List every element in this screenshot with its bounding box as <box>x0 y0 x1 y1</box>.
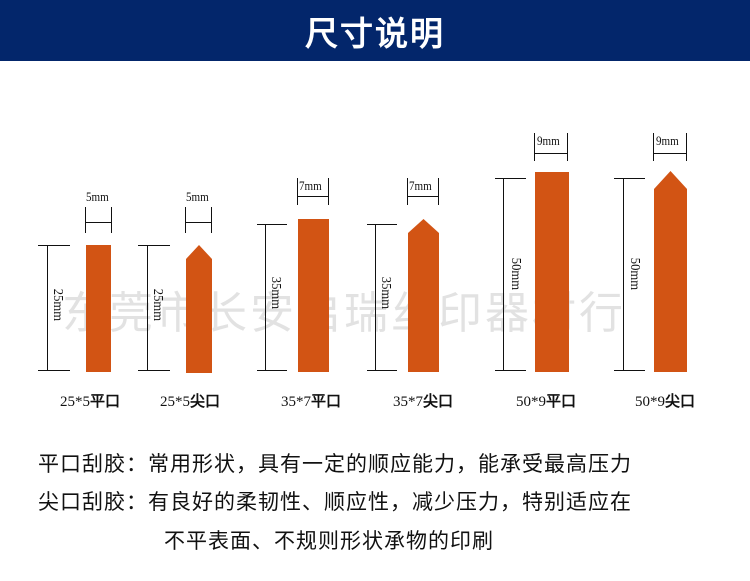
width-dimension-line <box>85 222 112 223</box>
width-dimension-left <box>85 207 86 233</box>
blade-name: 25*5平口 <box>60 390 120 411</box>
blade-type: 尖口 <box>665 392 696 410</box>
blade-type: 平口 <box>311 392 342 410</box>
blade-name: 50*9平口 <box>516 390 576 411</box>
height-label: 35mm <box>378 276 393 309</box>
height-dimension-bottom <box>138 370 170 371</box>
height-dimension-bottom <box>614 370 645 371</box>
height-dimension-line <box>265 224 266 370</box>
blade-size: 50*9 <box>516 394 546 410</box>
height-dimension-line <box>47 245 48 370</box>
description-pointed: 尖口刮胶：有良好的柔韧性、顺应性，减少压力，特别适应在 <box>38 486 632 516</box>
width-dimension-left <box>185 207 186 233</box>
blade-type: 平口 <box>90 392 121 410</box>
width-dimension-right <box>328 178 329 205</box>
height-dimension-top <box>614 178 645 179</box>
blade-name: 50*9尖口 <box>635 390 695 411</box>
height-dimension-line <box>375 224 376 370</box>
blade-size: 25*5 <box>60 394 90 410</box>
height-label: 50mm <box>627 257 642 290</box>
height-dimension-line <box>503 178 504 370</box>
height-dimension-top <box>38 245 70 246</box>
pointed-blade-shape <box>186 245 212 373</box>
height-dimension-line <box>147 245 148 370</box>
width-label: 9mm <box>537 133 560 148</box>
blade-name: 35*7平口 <box>281 390 341 411</box>
height-label: 35mm <box>268 276 283 309</box>
width-dimension-line <box>297 196 329 197</box>
pointed-blade-shape <box>654 171 687 372</box>
description-term: 平口刮胶： <box>38 452 148 476</box>
blade-name: 25*5尖口 <box>160 390 220 411</box>
blade-type: 尖口 <box>423 392 454 410</box>
width-dimension-right <box>686 133 687 161</box>
height-dimension-bottom <box>495 370 526 371</box>
blade-size: 35*7 <box>281 394 311 410</box>
height-dimension-top <box>138 245 170 246</box>
description-flat: 平口刮胶：常用形状，具有一定的顺应能力，能承受最高压力 <box>38 448 632 478</box>
description-text: 常用形状，具有一定的顺应能力，能承受最高压力 <box>148 452 632 476</box>
description-text: 有良好的柔韧性、顺应性，减少压力，特别适应在 <box>148 490 632 514</box>
blade-size: 35*7 <box>393 394 423 410</box>
width-dimension-line <box>653 153 687 154</box>
height-dimension-bottom <box>257 370 287 371</box>
description-term: 尖口刮胶： <box>38 490 148 514</box>
width-dimension-left <box>534 133 535 161</box>
pointed-blade-shape <box>408 219 439 372</box>
width-label: 7mm <box>299 178 322 193</box>
height-dimension-top <box>495 178 526 179</box>
blade-type: 尖口 <box>190 392 221 410</box>
description-pointed-continued: 不平表面、不规则形状承物的印刷 <box>164 525 494 555</box>
description-text: 不平表面、不规则形状承物的印刷 <box>164 529 494 553</box>
blade-size: 50*9 <box>635 394 665 410</box>
width-label: 5mm <box>86 189 109 204</box>
flat-blade-shape <box>535 172 569 372</box>
width-dimension-left <box>297 178 298 205</box>
width-dimension-right <box>567 133 568 161</box>
width-label: 5mm <box>186 189 209 204</box>
height-dimension-top <box>367 224 397 225</box>
header-banner: 尺寸说明 <box>0 0 750 61</box>
height-label: 50mm <box>508 257 523 290</box>
blade-type: 平口 <box>546 392 577 410</box>
width-dimension-right <box>438 178 439 205</box>
height-dimension-bottom <box>367 370 397 371</box>
width-label: 7mm <box>409 178 432 193</box>
width-dimension-line <box>185 222 212 223</box>
height-dimension-bottom <box>38 370 70 371</box>
width-dimension-right <box>111 207 112 233</box>
width-dimension-line <box>407 196 439 197</box>
blade-name: 35*7尖口 <box>393 390 453 411</box>
width-label: 9mm <box>656 133 679 148</box>
width-dimension-left <box>407 178 408 205</box>
height-dimension-line <box>623 178 624 370</box>
height-label: 25mm <box>50 288 65 321</box>
flat-blade-shape <box>86 245 111 372</box>
diagram-area: 东莞市长安启瑞丝印器材行 5mm 25mm 5mm 25mm 7mm 35 <box>0 61 750 581</box>
width-dimension-line <box>534 153 568 154</box>
height-label: 25mm <box>150 288 165 321</box>
blade-size: 25*5 <box>160 394 190 410</box>
width-dimension-left <box>653 133 654 161</box>
flat-blade-shape <box>298 219 329 372</box>
page-title: 尺寸说明 <box>305 13 445 53</box>
height-dimension-top <box>257 224 287 225</box>
width-dimension-right <box>211 207 212 233</box>
